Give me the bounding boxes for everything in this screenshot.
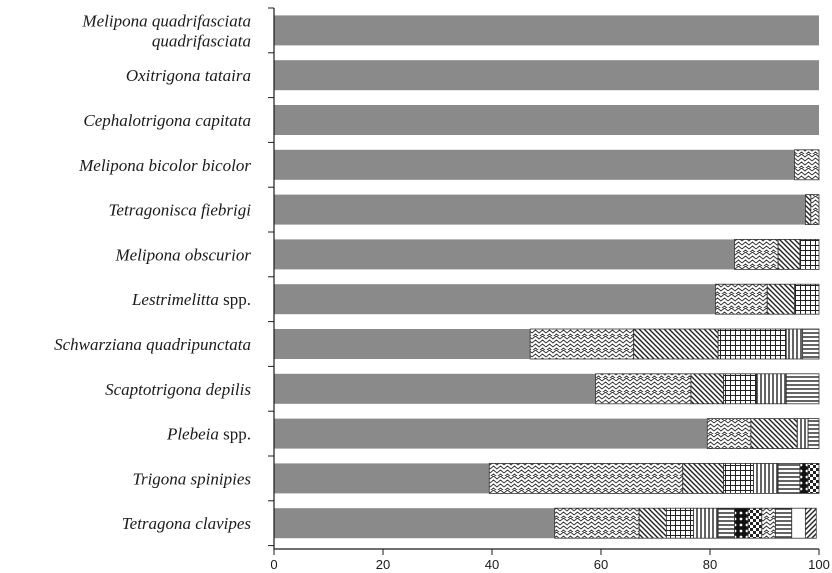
bar-segment-hlines bbox=[785, 373, 820, 405]
bar-segment-diag-back bbox=[633, 328, 719, 360]
category-label: Tetragona clavipes bbox=[122, 514, 252, 533]
bar-group bbox=[274, 60, 819, 91]
bar-segment-vlines bbox=[755, 373, 787, 405]
x-tick-label: 20 bbox=[376, 557, 390, 572]
bar-group bbox=[274, 418, 820, 450]
bar-segment-diag-back bbox=[804, 194, 812, 226]
bar-segment-solid-gray bbox=[274, 418, 708, 449]
bar-group bbox=[274, 105, 819, 135]
bar-segment-zigzag bbox=[734, 238, 779, 270]
bar-segment-zigzag bbox=[488, 462, 684, 494]
bar-segment-zigzag bbox=[595, 373, 692, 405]
bar-segment-solid-gray bbox=[274, 149, 795, 180]
bar-segment-solid-gray bbox=[274, 105, 819, 135]
bar-segment-vlines bbox=[785, 328, 804, 360]
bar-segment-grid bbox=[717, 328, 787, 360]
bar-group bbox=[274, 328, 820, 360]
bar-segment-solid-gray bbox=[274, 239, 735, 270]
bar-segment-zigzag bbox=[810, 194, 820, 226]
bar-segment-hlines bbox=[717, 507, 735, 539]
bar-segment-diag-back bbox=[777, 238, 801, 270]
bar-segment-vlines bbox=[693, 507, 719, 539]
bar-segment-grid bbox=[794, 283, 820, 315]
bar-segment-grid bbox=[723, 462, 755, 494]
bar-segment-solid-gray bbox=[274, 60, 819, 91]
bar-segment-solid-gray bbox=[274, 373, 596, 404]
category-label: Melipona obscurior bbox=[114, 245, 251, 264]
bar-segment-checker bbox=[807, 462, 820, 494]
bar-segment-diag-back bbox=[638, 507, 667, 539]
bar-group bbox=[274, 238, 820, 270]
bar-segment-dotted bbox=[734, 507, 749, 539]
category-label: Oxitrigona tataira bbox=[126, 66, 251, 85]
bar-segment-solid-gray bbox=[274, 284, 716, 315]
x-tick-label: 80 bbox=[703, 557, 717, 572]
bar-segment-diag-back bbox=[690, 373, 725, 405]
bar-segment-solid-gray bbox=[274, 508, 555, 539]
bar-segment-solid-gray bbox=[274, 194, 806, 225]
bar-segment-solid-gray bbox=[274, 15, 819, 46]
bar-segment-diag-fwd bbox=[804, 507, 817, 539]
category-label: Lestrimelitta spp. bbox=[131, 290, 251, 309]
bar-segment-zigzag bbox=[554, 507, 640, 539]
category-label: Plebeia spp. bbox=[166, 425, 251, 444]
axes: 0 20 40 60 80 100 bbox=[268, 7, 830, 572]
bar-group bbox=[274, 462, 820, 494]
bar-segment-hlines bbox=[777, 462, 801, 494]
category-label: Tetragonisca fiebrigi bbox=[109, 201, 252, 220]
bar-segment-white bbox=[791, 507, 806, 539]
category-label: Trigona spinipies bbox=[132, 469, 251, 488]
bar-segment-grid bbox=[799, 238, 820, 270]
category-label: Scaptotrigona depilis bbox=[105, 380, 251, 399]
bar-group bbox=[274, 149, 820, 181]
bar-group bbox=[274, 194, 820, 226]
bar-segment-checker bbox=[747, 507, 763, 539]
category-label: quadrifasciata bbox=[152, 31, 251, 50]
bar-segment-grid bbox=[666, 507, 695, 539]
bar-segment-hlines bbox=[802, 328, 820, 360]
category-label: Melipona bicolor bicolor bbox=[78, 156, 251, 175]
bar-segment-vlines bbox=[796, 418, 809, 450]
bars-layer bbox=[274, 15, 820, 539]
bar-segment-diag-back bbox=[682, 462, 725, 494]
category-label: Cephalotrigona capitata bbox=[83, 111, 251, 130]
bar-segment-vlines bbox=[753, 462, 779, 494]
bar-segment-hlines bbox=[775, 507, 793, 539]
bar-segment-grid bbox=[723, 373, 757, 405]
bar-segment-solid-gray bbox=[274, 463, 490, 494]
bar-segment-zigzag bbox=[794, 149, 820, 181]
bar-group bbox=[274, 15, 819, 46]
bar-segment-zigzag bbox=[761, 507, 776, 539]
bar-segment-solid-gray bbox=[274, 329, 531, 359]
bar-group bbox=[274, 373, 820, 405]
x-tick-label: 60 bbox=[594, 557, 608, 572]
x-tick-label: 40 bbox=[485, 557, 499, 572]
x-tick-label: 100 bbox=[808, 557, 830, 572]
bar-segment-diag-back bbox=[750, 418, 798, 450]
category-label: Schwarziana quadripunctata bbox=[54, 335, 251, 354]
bar-segment-zigzag bbox=[529, 328, 635, 360]
bar-segment-hlines bbox=[807, 418, 820, 450]
bar-segment-diag-back bbox=[766, 283, 795, 315]
bar-segment-dotted bbox=[799, 462, 809, 494]
bar-segment-zigzag bbox=[706, 418, 752, 450]
category-label: Melipona quadrifasciata bbox=[81, 11, 251, 30]
bar-segment-zigzag bbox=[715, 283, 768, 315]
x-tick-label: 0 bbox=[270, 557, 277, 572]
bar-group bbox=[274, 283, 820, 315]
bar-group bbox=[274, 507, 817, 539]
